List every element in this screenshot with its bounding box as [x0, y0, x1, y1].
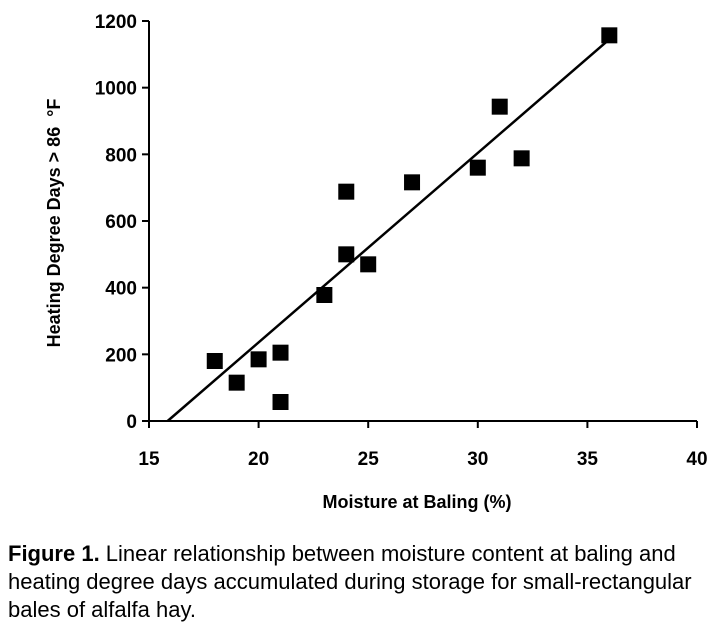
- y-tick-label: 400: [105, 279, 137, 300]
- data-points: [206, 27, 618, 410]
- y-ticks: 0 200 400 600 800 1000 1200: [95, 12, 149, 433]
- x-ticks: 15 20 25 30 35 40: [138, 421, 708, 470]
- data-point: [491, 98, 508, 115]
- data-point: [513, 150, 530, 167]
- data-point: [601, 27, 618, 44]
- x-tick-label: 25: [358, 449, 380, 470]
- data-point: [228, 374, 245, 391]
- x-tick-label: 20: [248, 449, 269, 470]
- y-axis-title: Heating Degree Days > 86 °F: [44, 99, 64, 348]
- figure-caption: Figure 1. Linear relationship between mo…: [8, 540, 723, 624]
- data-point: [272, 394, 289, 410]
- data-point: [404, 174, 421, 191]
- data-point: [360, 256, 377, 273]
- data-point: [316, 287, 333, 303]
- x-tick-label: 30: [467, 449, 488, 470]
- data-point: [338, 246, 355, 263]
- x-tick-label: 15: [138, 449, 160, 470]
- scatter-chart: 0 200 400 600 800 1000 1200 15 20 25 30 35 40 Moist…: [44, 12, 708, 512]
- y-tick-label: 1000: [95, 79, 137, 100]
- data-point: [338, 183, 355, 200]
- x-tick-label: 40: [686, 449, 707, 470]
- axes: [148, 21, 697, 422]
- caption-text: Linear relationship between moisture con…: [8, 541, 692, 622]
- y-tick-label: 200: [105, 345, 137, 366]
- data-point: [469, 159, 486, 176]
- y-tick-label: 0: [126, 412, 137, 433]
- data-point: [206, 353, 223, 369]
- x-tick-label: 35: [577, 449, 599, 470]
- y-tick-label: 800: [105, 145, 137, 166]
- y-tick-label: 1200: [95, 12, 137, 33]
- data-point: [272, 344, 289, 361]
- caption-label: Figure 1.: [8, 541, 100, 566]
- x-axis-title: Moisture at Baling (%): [322, 492, 511, 512]
- trendline: [166, 38, 611, 422]
- y-tick-label: 600: [105, 212, 137, 233]
- data-point: [250, 351, 267, 368]
